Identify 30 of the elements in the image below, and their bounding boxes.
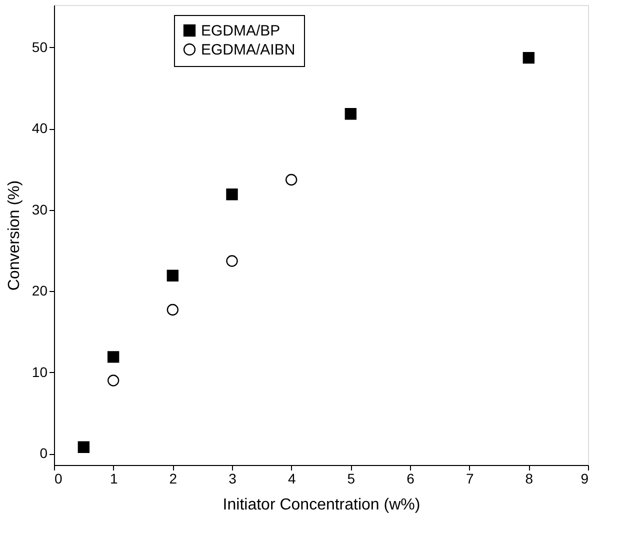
y-tick-label: 30	[32, 201, 48, 218]
y-tick-label: 50	[32, 38, 48, 55]
y-tick-label: 20	[32, 282, 48, 299]
point	[226, 188, 238, 200]
point	[285, 174, 298, 186]
point	[226, 255, 238, 267]
x-tick-label: 8	[525, 470, 534, 486]
y-tick-label: 10	[32, 364, 48, 380]
legend-label: EGDMA/AIBN	[201, 42, 296, 58]
x-tick-label: 4	[288, 470, 296, 486]
x-tick-label: 2	[169, 470, 178, 486]
point	[107, 351, 120, 363]
point	[166, 304, 179, 316]
point	[78, 441, 90, 453]
x-tick-label: 9	[580, 470, 589, 486]
point	[522, 52, 535, 64]
point	[166, 270, 179, 282]
point	[344, 108, 357, 120]
point	[107, 374, 120, 386]
legend-label: EGDMA/BP	[201, 22, 280, 40]
x-tick-label: 1	[110, 470, 118, 486]
x-tick-label: 3	[228, 470, 237, 486]
x-tick-label: 5	[347, 470, 356, 486]
y-tick-label: 0	[40, 445, 48, 462]
y-axis-title: Conversion (%)	[6, 180, 23, 291]
x-tick-label: 0	[54, 470, 62, 486]
x-tick-label: 7	[466, 470, 474, 486]
x-tick-label: 6	[406, 470, 415, 486]
y-tick-label: 40	[32, 120, 48, 136]
x-axis-title: Initiator Concentration (w%)	[222, 496, 420, 514]
